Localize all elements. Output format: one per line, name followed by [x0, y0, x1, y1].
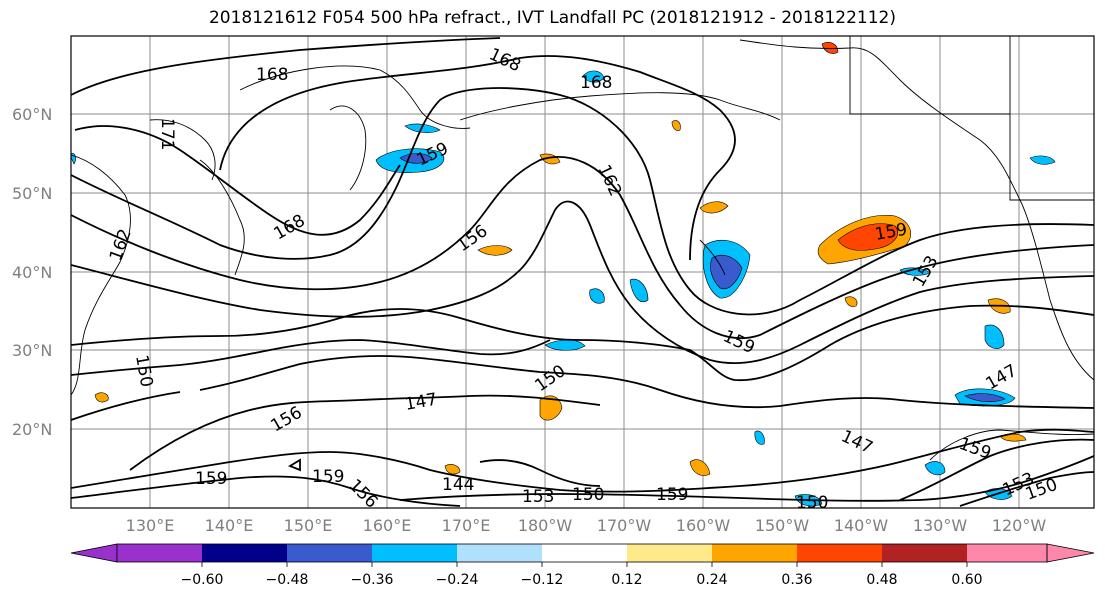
contour-label: 150 [572, 485, 604, 505]
colorbar-tick-label: −0.48 [266, 572, 309, 588]
contour-label: 168 [580, 73, 612, 93]
colorbar-bin [202, 544, 287, 562]
colorbar-tick-label: 0.12 [611, 572, 642, 588]
lon-label: 120°W [992, 516, 1047, 535]
colorbar-tick-label: 0.36 [781, 572, 812, 588]
lon-label: 150°E [284, 516, 333, 535]
contour-label: 144 [442, 475, 474, 495]
colorbar-tick-label: 0.24 [696, 572, 727, 588]
map-title: 2018121612 F054 500 hPa refract., IVT La… [208, 8, 896, 28]
contour-label: 159 [312, 467, 344, 487]
contour-label: 168 [256, 65, 288, 85]
contour-label: 153 [522, 487, 554, 507]
lat-label-40n: 40°N [12, 263, 52, 282]
colorbar-tick-label: −0.60 [181, 572, 224, 588]
lat-label-30n: 30°N [12, 341, 52, 360]
lon-label: 150°W [755, 516, 810, 535]
colorbar-bin [797, 544, 882, 562]
colorbar-tick-label: −0.12 [521, 572, 564, 588]
map-border [70, 35, 1095, 509]
lon-label: 160°E [363, 516, 412, 535]
colorbar-bin [372, 544, 457, 562]
colorbar-bin [542, 544, 627, 562]
colorbar-extend-high [1046, 543, 1095, 563]
lat-label-60n: 60°N [12, 105, 52, 124]
lon-label: 180°W [518, 516, 573, 535]
colorbar-tick-label: 0.60 [951, 572, 982, 588]
ivt-shading [71, 42, 1056, 507]
contour-label: 150 [796, 493, 828, 513]
colorbar-tick-label: −0.36 [351, 572, 394, 588]
lon-label: 140°W [834, 516, 889, 535]
contour-label: 171 [157, 118, 177, 150]
colorbar-bin [712, 544, 797, 562]
lon-label: 140°E [205, 516, 254, 535]
contour-label: 159 [195, 469, 227, 489]
colorbar-bin [967, 544, 1047, 562]
lat-label-50n: 50°N [12, 184, 52, 203]
height-contours [71, 37, 1094, 507]
lon-label: 170°W [597, 516, 652, 535]
colorbar-extend-low [70, 543, 118, 563]
colorbar-bin [457, 544, 542, 562]
colorbar-tick-label: 0.48 [866, 572, 897, 588]
contour-label: 159 [656, 485, 688, 505]
lon-label: 130°E [126, 516, 175, 535]
lon-label: 160°W [676, 516, 731, 535]
colorbar-bin [117, 544, 202, 562]
lat-label-20n: 20°N [12, 420, 52, 439]
colorbar: −0.60 −0.48 −0.36 −0.24 −0.12 0.12 0.24 … [70, 543, 1095, 588]
colorbar-bin [627, 544, 712, 562]
latitude-labels: 60°N 50°N 40°N 30°N 20°N [12, 105, 52, 439]
lon-label: 170°E [442, 516, 491, 535]
coastlines [71, 36, 1094, 461]
lon-label: 130°W [913, 516, 968, 535]
colorbar-bin [287, 544, 372, 562]
colorbar-bin [882, 544, 967, 562]
colorbar-tick-label: −0.24 [436, 572, 479, 588]
longitude-labels: 130°E 140°E 150°E 160°E 170°E 180°W 170°… [126, 516, 1047, 535]
